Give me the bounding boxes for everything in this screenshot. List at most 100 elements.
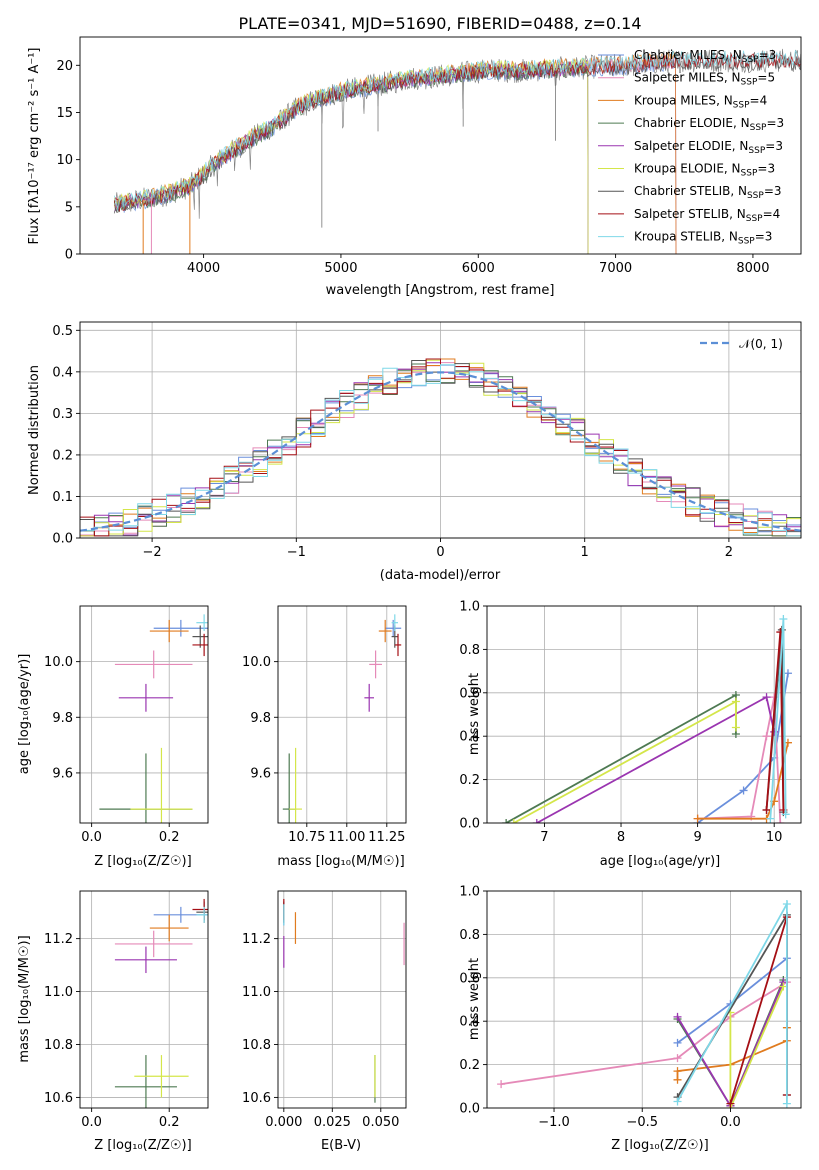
weight-marker — [762, 805, 771, 814]
y-tick-label: 11.0 — [44, 985, 73, 1000]
age-z-xlabel: Z [log₁₀(Z/Z☉)] — [94, 854, 191, 869]
y-tick-label: 0.2 — [52, 448, 73, 463]
mass-vs-ebv-panel: E(B-V) 0.000 0.025 0.050 10.6 10.8 11.0 11.2 — [242, 890, 407, 1153]
age-vs-z-panel: Z [log₁₀(Z/Z☉)] age [log₁₀(age/yr)] 0.0 0… — [17, 605, 209, 869]
legend-label: Chabrier STELIB, NSSP=3 — [634, 184, 782, 201]
x-tick-label: 6000 — [462, 261, 495, 276]
weight-marker — [766, 814, 775, 823]
y-tick-label: 10.8 — [242, 1038, 271, 1053]
point-salpeter-stelib — [394, 633, 402, 657]
plot-area — [114, 898, 208, 1108]
weight-line-chabrier-stelib — [676, 911, 788, 1098]
x-tick-label: 7 — [540, 830, 548, 845]
point-salpeter-miles — [114, 930, 193, 958]
x-tick-label: −0.5 — [626, 1115, 658, 1130]
age-mass-xlabel: mass [log₁₀(M/M☉)] — [277, 854, 404, 869]
y-tick-label: 1.0 — [459, 600, 480, 615]
legend-nssp-label: , N — [729, 207, 746, 221]
x-tick-label: 1 — [581, 545, 589, 560]
legend-nssp-value: =4 — [763, 207, 781, 221]
legend-series-name: Salpeter STELIB — [634, 207, 729, 221]
weight-vs-z-panel: Z [log₁₀(Z/Z☉)] mass weight −1.0 −0.5 0.0 0… — [459, 885, 802, 1153]
legend-nssp-label: , N — [724, 162, 741, 176]
legend-nssp-value: =3 — [757, 162, 775, 176]
legend-nssp-value: =4 — [750, 93, 768, 107]
x-tick-label: 5000 — [324, 261, 357, 276]
axes-frame — [277, 890, 407, 1109]
legend-nssp-value: =3 — [755, 230, 773, 244]
axes-frame — [79, 890, 209, 1109]
x-tick-label: 0.000 — [265, 1115, 302, 1130]
point-kroupa-stelib — [196, 614, 208, 632]
y-tick-label: 0 — [65, 248, 73, 263]
y-tick-label: 0.3 — [52, 407, 73, 422]
y-tick-label: 0.1 — [52, 490, 73, 505]
point-chabrier-elodie — [114, 1055, 177, 1108]
legend-nssp-sub: SSP — [733, 100, 750, 110]
y-tick-label: 0.8 — [459, 928, 480, 943]
legend-nssp-value: =3 — [759, 48, 777, 62]
legend-nssp-value: =3 — [764, 184, 782, 198]
age-z-ylabel: age [log₁₀(age/yr)] — [17, 654, 32, 775]
y-tick-label: 0.6 — [459, 686, 480, 701]
legend-nssp-sub: SSP — [746, 214, 763, 224]
plot-area — [99, 614, 208, 823]
axes-frame — [79, 605, 209, 824]
point-salpeter-miles — [369, 650, 382, 679]
point-salpeter-stelib — [192, 633, 208, 657]
y-tick-label: 0.5 — [52, 324, 73, 339]
legend-label: Chabrier MILES, NSSP=3 — [634, 48, 776, 65]
model-line-salpeter-stelib — [113, 52, 801, 212]
weight-z-xlabel: Z [log₁₀(Z/Z☉)] — [611, 1138, 708, 1153]
weight-z-ylabel: mass weight — [467, 958, 482, 1040]
plot-area — [282, 614, 402, 823]
legend-nssp-sub: SSP — [747, 191, 764, 201]
point-kroupa-miles — [149, 914, 189, 942]
x-tick-label: 0.0 — [720, 1115, 741, 1130]
weight-marker — [782, 1099, 791, 1108]
y-tick-label: 9.6 — [52, 766, 73, 781]
axes-frame — [277, 605, 407, 824]
weight-line-salpeter-elodie — [536, 695, 776, 823]
axes-frame — [486, 605, 802, 824]
y-tick-label: 11.0 — [242, 985, 271, 1000]
x-tick-label: 8 — [617, 830, 625, 845]
x-tick-label: 0.050 — [362, 1115, 399, 1130]
spectrum-title: PLATE=0341, MJD=51690, FIBERID=0488, z=0… — [238, 14, 641, 33]
legend-nssp-sub: SSP — [741, 169, 758, 179]
mass-z-xlabel: Z [log₁₀(Z/Z☉)] — [94, 1138, 191, 1153]
y-tick-label: 0.2 — [459, 773, 480, 788]
x-tick-label: 0.0 — [81, 830, 102, 845]
legend-nssp-label: , N — [732, 139, 749, 153]
x-tick-label: 0.025 — [314, 1115, 351, 1130]
legend-nssp-label: , N — [716, 93, 733, 107]
y-tick-label: 5 — [65, 200, 73, 215]
axes-frame — [486, 890, 802, 1109]
plot-area — [113, 48, 801, 254]
weight-marker — [532, 819, 541, 823]
histogram-kroupa-stelib — [80, 364, 801, 537]
y-tick-label: 10.6 — [44, 1091, 73, 1106]
histogram-chabrier-stelib — [80, 360, 801, 537]
weight-marker — [673, 1038, 682, 1047]
mass-z-ylabel: mass [log₁₀(M/M☉)] — [17, 935, 32, 1062]
legend-nssp-sub: SSP — [741, 78, 758, 88]
weight-line-salpeter-stelib — [729, 916, 788, 1104]
point-salpeter-elodie — [118, 683, 174, 712]
legend-label: Salpeter STELIB, NSSP=4 — [634, 207, 780, 224]
x-tick-label: 0.2 — [159, 830, 180, 845]
weight-marker — [779, 615, 788, 624]
legend-series-name: Chabrier ELODIE — [634, 116, 733, 130]
axes-frame — [79, 36, 802, 255]
point-kroupa-elodie — [289, 747, 302, 823]
weight-marker — [502, 819, 511, 823]
x-tick-label: 0 — [436, 545, 444, 560]
legend-nssp-sub: SSP — [750, 123, 767, 133]
x-tick-label: 9 — [693, 830, 701, 845]
legend-nssp-label: , N — [725, 48, 742, 62]
legend-series-name: Salpeter ELODIE — [634, 139, 732, 153]
mass-ebv-xlabel: E(B-V) — [321, 1138, 361, 1153]
weight-marker — [731, 723, 740, 732]
mass-vs-z-panel: Z [log₁₀(Z/Z☉)] mass [log₁₀(M/M☉)] 0.0 0.… — [17, 890, 209, 1153]
